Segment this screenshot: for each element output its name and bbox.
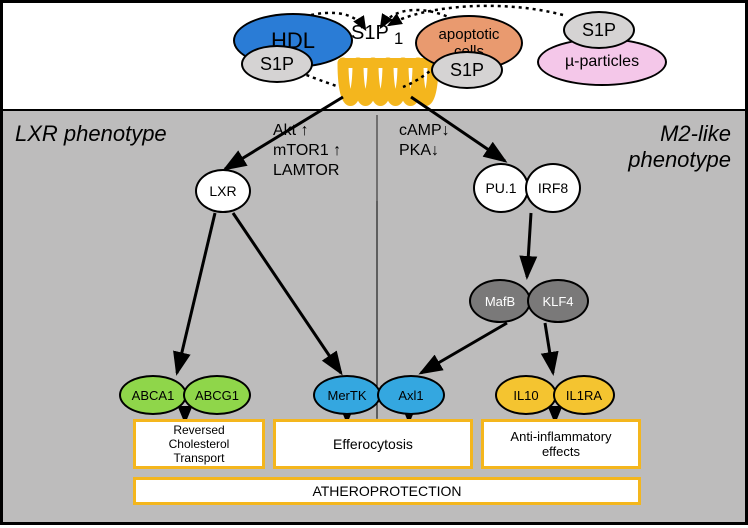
pathway-left: Akt ↑ mTOR1 ↑ LAMTOR bbox=[273, 121, 341, 181]
axl1-node: Axl1 bbox=[377, 375, 445, 415]
il10-node: IL10 bbox=[495, 375, 557, 415]
lxr-phenotype-label: LXR phenotype bbox=[15, 121, 167, 147]
lxr-node: LXR bbox=[195, 169, 251, 213]
klf4-node: KLF4 bbox=[527, 279, 589, 323]
rct-box: Reversed Cholesterol Transport bbox=[133, 419, 265, 469]
pathway-right: cAMP↓ PKA↓ bbox=[399, 121, 450, 161]
s1p1-label: S1P 1 bbox=[351, 21, 403, 50]
abca1-node: ABCA1 bbox=[119, 375, 187, 415]
abcg1-node: ABCG1 bbox=[183, 375, 251, 415]
il1ra-node: IL1RA bbox=[553, 375, 615, 415]
eff-box: Efferocytosis bbox=[273, 419, 473, 469]
m2-phenotype-label: M2-like phenotype bbox=[628, 121, 731, 173]
irf8-node: IRF8 bbox=[525, 163, 581, 213]
diagram-frame: S1P 1 LXR phenotype M2-like phenotype Ak… bbox=[0, 0, 748, 525]
athero-box: ATHEROPROTECTION bbox=[133, 477, 641, 505]
mertk-node: MerTK bbox=[313, 375, 381, 415]
anti-box: Anti-inflammatory effects bbox=[481, 419, 641, 469]
apop_s1p-node: S1P bbox=[431, 51, 503, 89]
mu_s1p-node: S1P bbox=[563, 11, 635, 49]
mafb-node: MafB bbox=[469, 279, 531, 323]
pu1-node: PU.1 bbox=[473, 163, 529, 213]
hdl_s1p-node: S1P bbox=[241, 45, 313, 83]
